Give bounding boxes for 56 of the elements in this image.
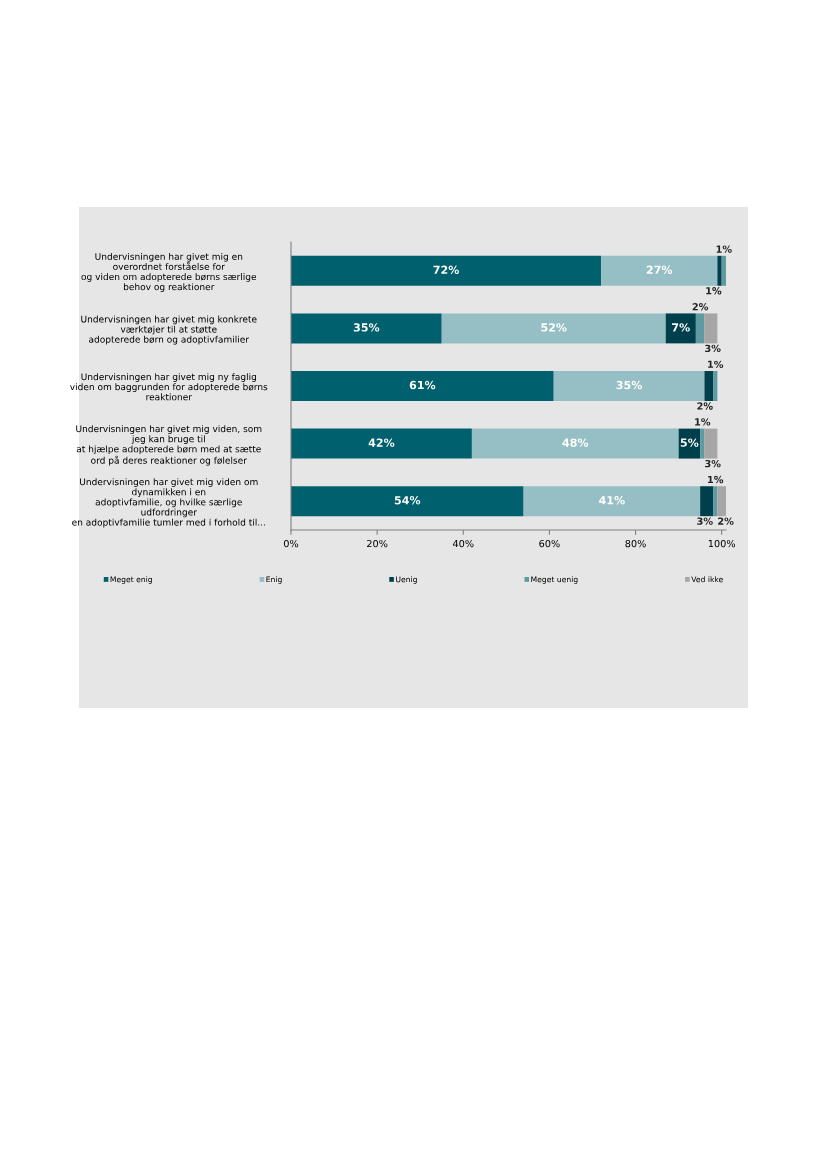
data-label: 54% — [394, 496, 421, 505]
data-label: 27% — [646, 265, 673, 275]
bar — [721, 255, 726, 286]
data-label: 41% — [599, 496, 625, 505]
bar — [291, 313, 442, 344]
data-label: 7% — [672, 323, 690, 332]
data-label: 1% — [695, 418, 711, 426]
data-label: 35% — [616, 380, 643, 390]
bar — [717, 255, 722, 286]
data-label: 1% — [708, 475, 724, 484]
data-label: 3% — [705, 459, 721, 468]
y-tick-label: Undervisningen har givet mig konkrete værktøjer til at støtte adopterede børn og adoptivfamilier — [81, 315, 257, 345]
bar — [704, 313, 718, 344]
bar — [553, 371, 705, 401]
data-label: 2% — [718, 517, 734, 525]
bar — [717, 486, 726, 517]
bar — [471, 428, 679, 459]
bar — [291, 255, 602, 286]
x-tick-label: 0% — [283, 539, 299, 548]
x-tick-label: 80% — [625, 539, 646, 548]
data-label: 35% — [353, 323, 380, 332]
x-tick-label: 20% — [367, 539, 388, 548]
data-label: 2% — [697, 402, 713, 410]
data-label: 1% — [706, 287, 722, 295]
x-tick-label: 40% — [452, 539, 474, 548]
data-label: 3% — [705, 344, 721, 353]
y-tick-label: Undervisningen har givet mig viden, som jeg kan bruge til at hjælpe adopterede børn med at sætte ord på deres reaktioner og følelser — [76, 425, 262, 466]
bar — [441, 313, 666, 344]
data-label: 61% — [409, 380, 436, 390]
bar — [291, 486, 524, 517]
bar — [713, 371, 718, 401]
data-label: 52% — [541, 323, 567, 332]
data-label: 42% — [368, 438, 395, 447]
bar — [704, 428, 718, 459]
y-tick-label: Undervisningen har givet mig viden om dynamikken i en adoptivfamilie, og hvilke særlige udfordringer en adoptivfamilie tumler med i forhold til... — [72, 478, 265, 528]
y-tick-label: Undervisningen har givet mig ny faglig viden om baggrunden for adopterede børns reaktioner — [70, 373, 268, 401]
y-tick-label: Undervisningen har givet mig en overordnet forståelse for og viden om adopterede børns særlige behov og reaktioner — [81, 252, 257, 292]
data-label: 72% — [433, 265, 459, 275]
data-label: 3% — [697, 517, 713, 525]
data-label: 2% — [692, 303, 709, 311]
bar — [704, 371, 714, 401]
bar — [700, 428, 705, 459]
bar — [665, 313, 696, 344]
data-label: 1% — [716, 245, 732, 253]
bar — [700, 486, 714, 517]
data-label: 48% — [562, 438, 589, 447]
x-tick-label: 60% — [539, 539, 560, 548]
x-tick-label: 100% — [708, 539, 736, 548]
bar — [291, 428, 472, 459]
bar — [601, 255, 718, 286]
bar — [523, 486, 701, 517]
data-label: 1% — [708, 360, 724, 368]
bar — [713, 486, 718, 517]
data-label: 5% — [680, 438, 699, 447]
bar — [291, 371, 554, 401]
bar — [695, 313, 705, 344]
